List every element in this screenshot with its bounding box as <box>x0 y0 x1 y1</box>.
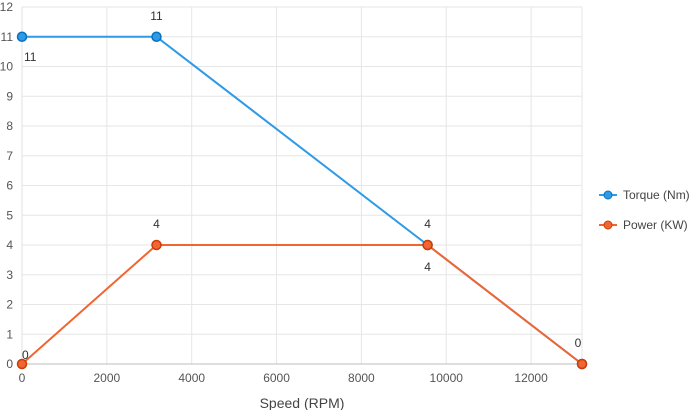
y-tick-label: 11 <box>1 30 14 44</box>
legend-item: Power (KW) <box>599 218 688 232</box>
data-point <box>151 239 162 251</box>
y-tick-label: 12 <box>0 0 13 14</box>
data-point <box>151 31 162 42</box>
series-line <box>21 244 583 365</box>
grid <box>21 6 583 365</box>
legend-marker <box>603 190 613 200</box>
x-axis-title: Speed (RPM) <box>260 395 345 410</box>
data-label: 11 <box>24 50 37 64</box>
x-tick-label: 12000 <box>514 371 548 385</box>
series-line <box>22 35 583 365</box>
y-tick-label: 1 <box>6 327 13 341</box>
legend-item: Torque (Nm) <box>599 188 690 202</box>
x-tick-label: 10000 <box>430 371 464 385</box>
data-point <box>16 31 28 42</box>
data-point <box>422 239 433 251</box>
x-tick-label: 2000 <box>93 371 120 385</box>
data-label: 0 <box>22 348 29 362</box>
x-tick-label: 4000 <box>178 371 205 385</box>
y-tick-label: 0 <box>6 357 13 371</box>
legend-label: Power (KW) <box>623 218 688 232</box>
y-tick-label: 6 <box>6 179 13 193</box>
legend-marker <box>603 220 613 230</box>
y-tick-label: 10 <box>0 60 13 74</box>
y-tick-label: 7 <box>6 149 13 163</box>
y-tick-label: 9 <box>6 89 13 103</box>
data-points <box>16 31 588 370</box>
y-tick-label: 8 <box>6 119 13 133</box>
data-label: 4 <box>424 217 431 231</box>
y-tick-label: 2 <box>6 298 13 312</box>
x-tick-label: 6000 <box>263 371 290 385</box>
x-tick-label: 8000 <box>348 371 375 385</box>
y-tick-label: 5 <box>6 208 13 222</box>
y-tick-label: 4 <box>6 238 13 252</box>
legend: Torque (Nm) Power (KW) <box>599 188 690 232</box>
y-tick-label: 3 <box>6 268 13 282</box>
data-label: 4 <box>153 217 160 231</box>
data-label: 0 <box>575 336 582 350</box>
data-point <box>576 358 588 370</box>
legend-label: Torque (Nm) <box>623 188 690 202</box>
series-lines <box>21 35 583 365</box>
x-tick-label: 0 <box>19 371 26 385</box>
data-point <box>16 358 28 370</box>
data-label: 4 <box>424 260 431 274</box>
data-label: 11 <box>150 9 163 23</box>
data-labels: 11 11 4 0 0 4 4 <box>22 9 582 362</box>
